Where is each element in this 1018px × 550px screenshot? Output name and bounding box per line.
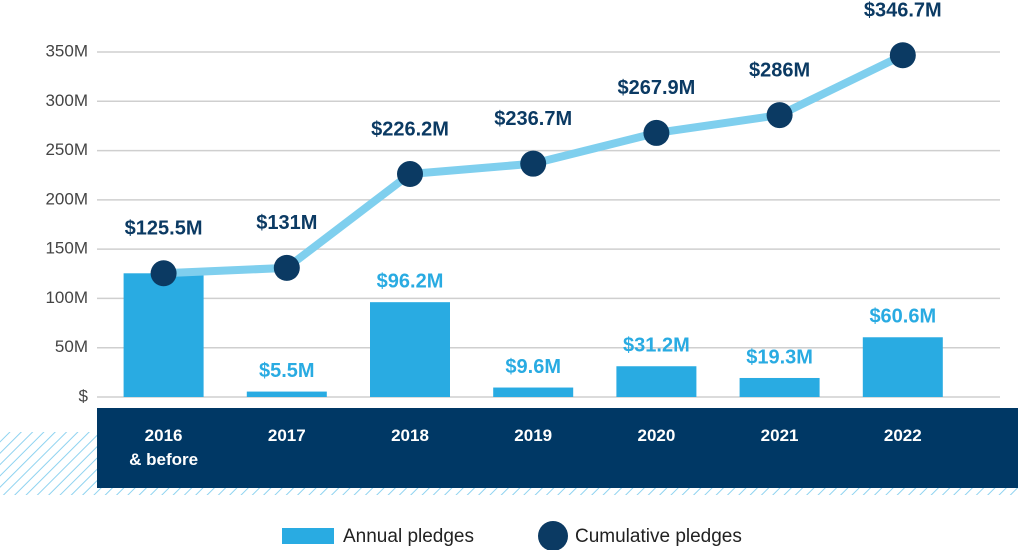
bar: [246, 391, 327, 397]
point: [766, 102, 793, 129]
value-label: $96.2M: [377, 270, 444, 292]
point: [150, 260, 177, 287]
y-tick-label: 50M: [55, 337, 88, 356]
bar: [493, 387, 574, 397]
point: [889, 42, 916, 69]
value-label: $125.5M: [125, 218, 203, 240]
x-tick-label: 2017: [268, 426, 306, 445]
value-label: $9.6M: [505, 356, 561, 378]
value-label: $5.5M: [259, 360, 315, 382]
point: [273, 254, 300, 281]
y-tick-label: $: [79, 386, 89, 405]
y-tick-label: 300M: [45, 91, 88, 110]
x-tick-label: 2019: [514, 426, 552, 445]
axis-band: [97, 408, 1018, 488]
bar: [739, 377, 820, 397]
x-tick-label: 2018: [391, 426, 429, 445]
point: [643, 119, 670, 146]
y-tick-label: 150M: [45, 239, 88, 258]
value-label: $131M: [256, 212, 317, 234]
legend-swatch: [282, 528, 334, 544]
x-tick-label: 2020: [637, 426, 675, 445]
value-label: $267.9M: [617, 77, 695, 99]
legend-swatch: [538, 521, 568, 550]
value-label: $286M: [749, 59, 810, 81]
x-tick-label: 2021: [761, 426, 799, 445]
y-tick-label: 100M: [45, 288, 88, 307]
bar: [862, 337, 943, 397]
bar: [616, 366, 697, 397]
y-tick-label: 200M: [45, 189, 88, 208]
bar: [370, 302, 450, 397]
value-label: $346.7M: [864, 0, 942, 22]
bar: [123, 273, 204, 397]
value-label: $226.2M: [371, 118, 449, 140]
x-tick-label: 2022: [884, 426, 922, 445]
legend-label: Annual pledges: [343, 526, 474, 547]
point: [520, 150, 547, 177]
y-tick-label: 250M: [45, 140, 88, 159]
value-label: $31.2M: [623, 335, 690, 357]
x-tick-label: 2016 & before: [129, 426, 198, 469]
value-label: $19.3M: [746, 346, 813, 368]
y-tick-label: 350M: [45, 41, 88, 60]
legend-label: Cumulative pledges: [575, 526, 742, 547]
value-label: $60.6M: [869, 306, 936, 328]
value-label: $236.7M: [494, 108, 572, 130]
point: [397, 161, 423, 188]
